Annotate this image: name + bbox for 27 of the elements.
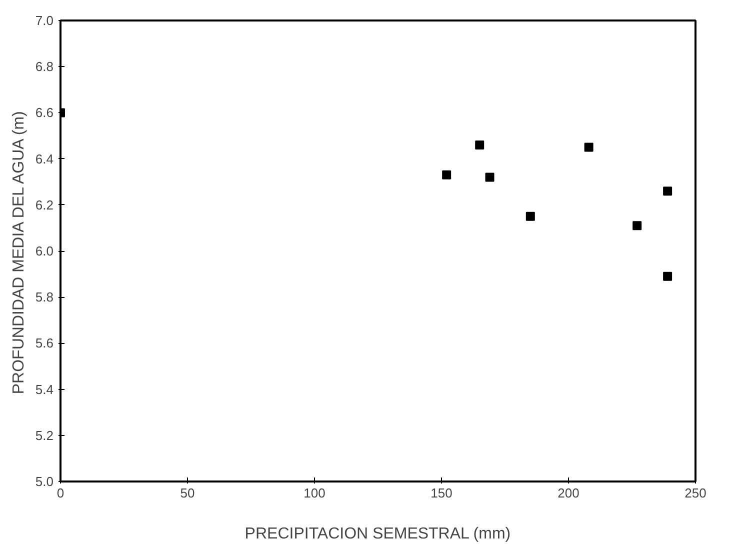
x-tick-label: 0 [56, 486, 64, 500]
y-tick-label: 7.0 [35, 13, 54, 28]
point [485, 172, 494, 182]
y-tick-label: 5.0 [35, 474, 54, 489]
x-axis-title: PRECIPITACION SEMESTRAL (mm) [244, 526, 511, 542]
y-tick-label: 6.6 [35, 105, 54, 120]
point [442, 170, 452, 180]
y-tick-label: 5.2 [35, 428, 54, 443]
x-tick-label: 50 [180, 486, 195, 500]
point [475, 140, 484, 150]
y-axis-title: PROFUNDIDAD MEDIA DEL AGUA (m) [10, 111, 28, 394]
y-tick-label: 6.2 [35, 197, 54, 212]
y-tick-label: 5.6 [35, 336, 54, 351]
x-tick-label: 150 [430, 486, 452, 500]
y-tick-label: 6.4 [35, 151, 54, 166]
y-tick-label: 5.4 [35, 382, 54, 397]
point [632, 221, 642, 230]
point [526, 212, 535, 221]
x-tick-label: 100 [304, 486, 326, 500]
x-tick-label: 250 [684, 486, 706, 500]
point [663, 186, 672, 196]
y-tick-label: 6.0 [35, 244, 54, 258]
point [584, 142, 594, 152]
x-tick-label: 200 [558, 486, 580, 500]
point [663, 272, 672, 281]
y-tick-label: 6.8 [35, 59, 54, 74]
y-tick-label: 5.8 [35, 290, 54, 305]
